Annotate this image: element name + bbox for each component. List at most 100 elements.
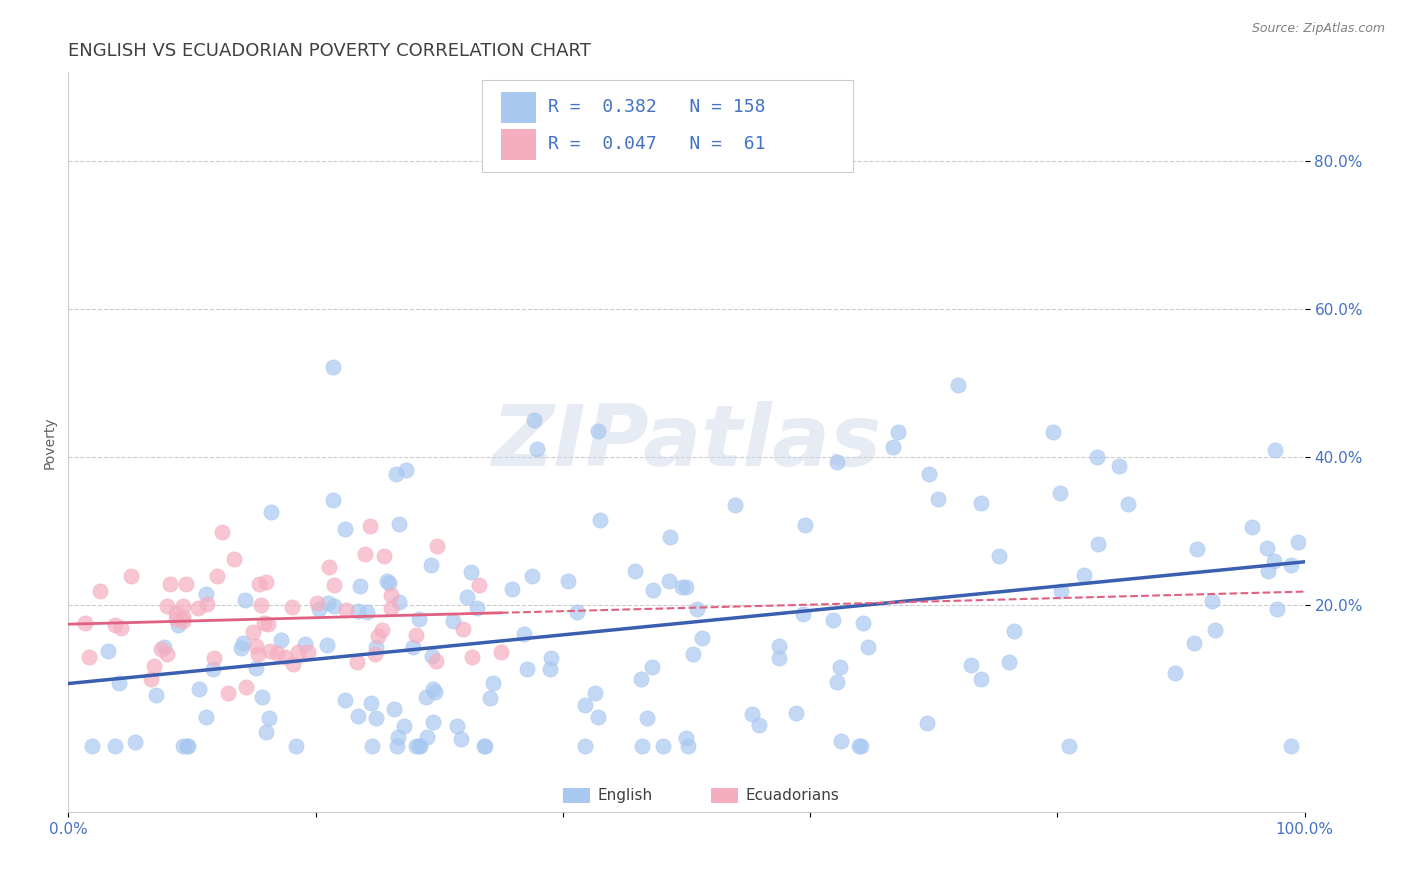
Point [415, 730, 437, 744]
Point [852, 615, 875, 630]
Point [254, 574, 277, 589]
Point [465, 601, 488, 615]
Point [388, 516, 411, 531]
FancyBboxPatch shape [711, 789, 738, 804]
Point [583, 686, 606, 700]
Point [104, 739, 127, 753]
Point [165, 612, 187, 626]
Point [1049, 583, 1071, 598]
Point [408, 739, 430, 753]
Point [297, 645, 319, 659]
Point [970, 496, 993, 510]
Point [567, 605, 589, 619]
Text: R =  0.382   N = 158: R = 0.382 N = 158 [548, 98, 765, 116]
Text: Source: ZipAtlas.com: Source: ZipAtlas.com [1251, 22, 1385, 36]
Point [675, 731, 697, 745]
Point [574, 739, 596, 753]
Point [1201, 594, 1223, 608]
Point [630, 672, 652, 686]
Point [659, 530, 682, 544]
Point [356, 605, 378, 619]
Point [195, 598, 218, 612]
Point [849, 739, 872, 753]
Point [380, 601, 402, 615]
Point [145, 689, 167, 703]
Text: ZIPatlas: ZIPatlas [491, 401, 882, 483]
Point [848, 739, 870, 753]
Point [472, 739, 495, 753]
Point [415, 690, 437, 704]
Point [501, 582, 523, 596]
Point [676, 739, 699, 753]
Point [420, 648, 443, 663]
Point [172, 614, 194, 628]
Point [474, 739, 496, 753]
Point [395, 463, 418, 477]
Point [172, 610, 194, 624]
Point [231, 640, 253, 655]
Point [82, 739, 104, 753]
Point [793, 517, 815, 532]
Point [401, 640, 423, 655]
Point [882, 441, 904, 455]
FancyBboxPatch shape [562, 789, 591, 804]
Point [405, 739, 427, 753]
Point [75, 615, 97, 630]
Point [451, 623, 474, 637]
Point [686, 602, 709, 616]
Point [172, 739, 194, 753]
Point [998, 655, 1021, 669]
FancyBboxPatch shape [482, 79, 853, 172]
Point [232, 636, 254, 650]
Point [970, 672, 993, 686]
Point [520, 569, 543, 583]
Point [322, 493, 344, 508]
Point [408, 739, 430, 753]
Point [540, 650, 562, 665]
Point [349, 579, 371, 593]
Y-axis label: Poverty: Poverty [44, 416, 58, 468]
Point [482, 676, 505, 690]
Point [323, 599, 346, 614]
Point [97, 644, 120, 658]
Point [692, 631, 714, 645]
Point [1085, 450, 1108, 464]
Point [420, 558, 443, 573]
Point [257, 711, 280, 725]
Point [988, 549, 1011, 564]
Point [792, 607, 814, 622]
Point [359, 519, 381, 533]
Point [382, 702, 405, 716]
Point [675, 580, 697, 594]
FancyBboxPatch shape [501, 128, 536, 160]
Point [211, 524, 233, 539]
Point [361, 739, 384, 753]
Point [165, 606, 187, 620]
Point [1087, 537, 1109, 551]
Point [245, 661, 267, 675]
Point [120, 568, 142, 582]
Point [388, 594, 411, 608]
Point [741, 706, 763, 721]
Point [557, 574, 579, 589]
Point [1002, 624, 1025, 639]
Point [266, 646, 288, 660]
Point [748, 718, 770, 732]
Point [456, 590, 478, 604]
Point [724, 498, 747, 512]
Point [1163, 666, 1185, 681]
Point [426, 539, 449, 553]
Point [1263, 554, 1285, 568]
Point [425, 684, 447, 698]
Point [1267, 601, 1289, 615]
Point [260, 505, 283, 519]
Point [959, 658, 981, 673]
Point [768, 650, 790, 665]
Point [364, 640, 387, 654]
Point [526, 442, 548, 456]
Point [253, 615, 276, 630]
Point [1182, 636, 1205, 650]
Point [425, 655, 447, 669]
Point [156, 599, 179, 614]
Point [422, 681, 444, 696]
